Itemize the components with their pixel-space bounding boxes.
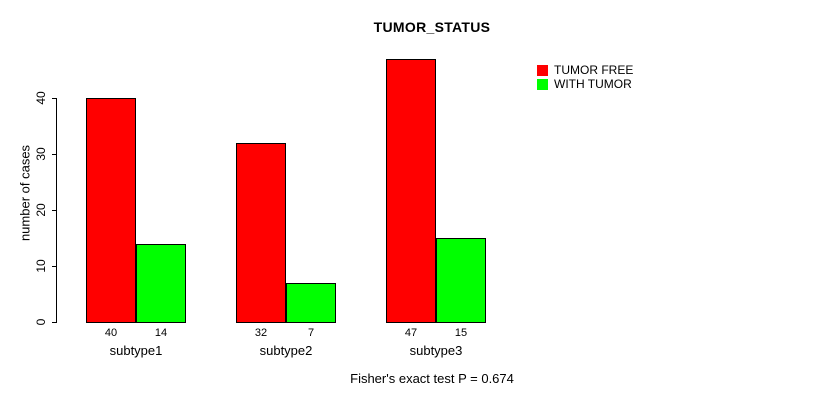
y-axis-title: number of cases <box>17 144 33 242</box>
legend-label-with-tumor: WITH TUMOR <box>554 77 632 91</box>
bar-tumor-free <box>86 98 136 323</box>
bar-value-label: 7 <box>307 327 315 339</box>
chart-title: TUMOR_STATUS <box>373 19 491 35</box>
bar-value-label: 32 <box>254 327 268 339</box>
y-tick <box>52 266 57 267</box>
bar-value-label: 15 <box>454 327 468 339</box>
y-tick-label: 10 <box>34 259 48 273</box>
bar-with-tumor <box>136 244 186 323</box>
bar-tumor-free <box>236 143 286 323</box>
x-category-label: subtype2 <box>259 343 313 358</box>
legend-swatch-with-tumor <box>537 78 548 90</box>
bar-with-tumor <box>286 283 336 323</box>
y-tick-label: 40 <box>34 91 48 105</box>
legend-swatch-tumor-free <box>537 64 548 76</box>
legend-item-with-tumor: WITH TUMOR <box>537 77 633 91</box>
y-tick-label: 20 <box>34 203 48 217</box>
y-tick <box>52 98 57 99</box>
stat-annotation: Fisher's exact test P = 0.674 <box>350 371 514 386</box>
bar-value-label: 47 <box>404 327 418 339</box>
x-category-label: subtype3 <box>409 343 463 358</box>
legend: TUMOR FREE WITH TUMOR <box>537 63 633 91</box>
y-tick <box>52 322 57 323</box>
y-tick-label: 0 <box>34 318 48 326</box>
legend-item-tumor-free: TUMOR FREE <box>537 63 633 77</box>
y-tick-label: 30 <box>34 147 48 161</box>
legend-label-tumor-free: TUMOR FREE <box>554 63 634 77</box>
y-tick <box>52 154 57 155</box>
x-category-label: subtype1 <box>109 343 163 358</box>
y-tick <box>52 210 57 211</box>
bar-tumor-free <box>386 59 436 323</box>
bar-value-label: 14 <box>154 327 168 339</box>
bar-with-tumor <box>436 238 486 323</box>
bar-value-label: 40 <box>104 327 118 339</box>
